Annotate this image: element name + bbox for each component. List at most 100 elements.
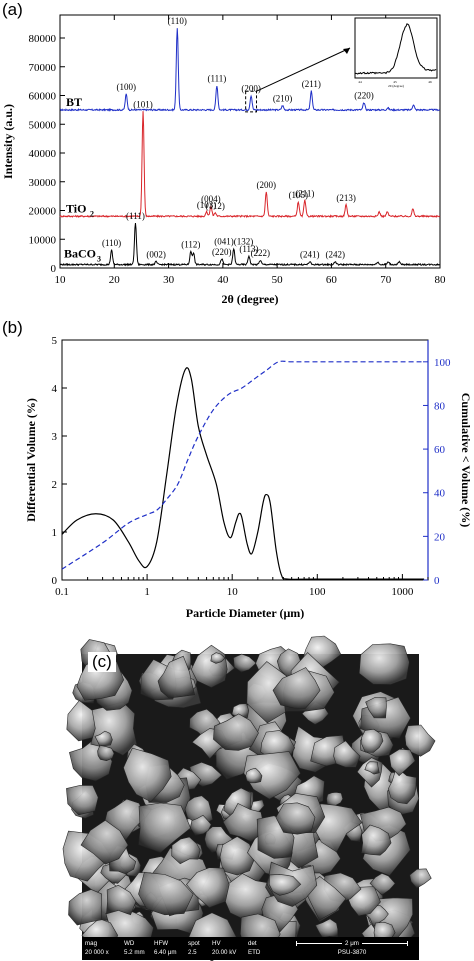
x-tick-label-80: 80 (435, 274, 447, 286)
psd-y2-tick-label-100: 100 (434, 357, 451, 369)
peak-label-TiO2-0: (101) (133, 99, 153, 109)
inset-x-tick-1: 45 (393, 80, 397, 84)
sem-hv-value: 20.00 kV (212, 949, 237, 956)
sem-grain (157, 655, 196, 699)
psd-y-tick-label-0: 0 (52, 575, 58, 587)
peak-label-BaCO3-9: (241) (300, 250, 320, 260)
panel-label-b: (b) (2, 318, 23, 337)
sem-grain (231, 703, 250, 719)
peak-label-BT-5: (211) (302, 79, 321, 89)
peak-label-BT-6: (220) (354, 91, 374, 101)
sem-grain (404, 724, 436, 757)
sem-grain (219, 836, 256, 876)
peak-label-BaCO3-3: (112) (181, 240, 200, 250)
sem-wd-value: 5.2 mm (124, 949, 145, 956)
sem-grain (388, 748, 416, 777)
sem-grain (361, 824, 392, 856)
sem-grain (138, 872, 194, 916)
sem-hv-label: HV (212, 940, 221, 947)
peak-label-TiO2-2: (004) (201, 194, 221, 204)
sem-det-value: ETD (248, 949, 261, 956)
peak-label-BaCO3-6: (041)(132) (214, 237, 253, 247)
sem-grain (186, 867, 230, 908)
psd-plot-area: 0.1 1 10 100 1000 0 1 2 3 4 5 0 20 40 60 80 100 Particle … (24, 335, 473, 620)
sem-grain (268, 874, 302, 896)
sem-grain (97, 744, 115, 762)
peak-label-BaCO3-10: (242) (325, 250, 345, 260)
sem-grain (243, 751, 301, 800)
sem-grain (233, 653, 257, 673)
y-tick-label-10000: 10000 (29, 234, 57, 246)
peak-label-TiO2-1: (103) (197, 200, 217, 210)
peak-label-TiO2-4: (200) (257, 180, 277, 190)
y-tick-label-40000: 40000 (29, 148, 57, 160)
series-label-baco3: BaCO (64, 246, 96, 260)
peak-label-BT-3: (200) (241, 84, 261, 94)
xrd-plot-area: 10 20 30 40 50 60 70 80 0 10000 20000 30000 40000 500… (1, 14, 447, 306)
sem-mag: mag 20 000 x (85, 939, 109, 957)
psd-series-differential (61, 367, 425, 580)
peak-label-BaCO3-2: (002) (146, 250, 166, 260)
psd-x-tick-label-1: 1 (144, 586, 150, 598)
inset-x-label: 2θ (degree) (388, 84, 405, 88)
sem-spot: spot 2.5 (188, 939, 200, 957)
psd-y2-tick-label-40: 40 (434, 488, 446, 500)
psd-x-tick-label-0.1: 0.1 (55, 586, 69, 598)
psd-y2-tick-label-20: 20 (434, 531, 446, 543)
y-tick-label-30000: 30000 (29, 177, 57, 189)
sem-hfw-value: 6.40 μm (154, 949, 177, 956)
sem-grain (106, 884, 137, 916)
xrd-inset: 44 45 46 2θ (degree) (354, 17, 438, 88)
sem-hfw: HFW 6.40 μm (154, 939, 176, 957)
series-label-bt: BT (66, 95, 82, 109)
peak-label-BaCO3-8: (222) (251, 248, 271, 258)
sem-grain (365, 697, 387, 719)
x-tick-label-70: 70 (380, 274, 392, 286)
psd-x-tick-label-10: 10 (227, 586, 239, 598)
xrd-y-axis-label: Intensity (a.u.) (1, 104, 15, 179)
sem-mag-value: 20 000 x (85, 949, 109, 956)
sem-grain (387, 766, 417, 805)
sem-grain (364, 761, 380, 775)
sem-scale-label: 2 μm (342, 940, 362, 947)
x-tick-label-20: 20 (109, 274, 121, 286)
y-tick-label-70000: 70000 (29, 62, 57, 74)
x-tick-label-50: 50 (272, 274, 284, 286)
sem-grain (189, 814, 212, 836)
zoom-arrow (256, 47, 351, 92)
psd-y2-tick-label-60: 60 (434, 444, 446, 456)
psd-x-axis-label: Particle Diameter (μm) (186, 606, 305, 620)
sem-grain (245, 767, 263, 784)
psd-series-cumulative (61, 360, 425, 570)
sem-spot-label: spot (188, 940, 200, 947)
sem-grain (314, 918, 339, 939)
sem-det-label: det (248, 940, 257, 947)
peak-label-BaCO3-7: (113) (239, 244, 258, 254)
y-tick-label-50000: 50000 (29, 119, 57, 131)
peak-label-BaCO3-5: (220) (212, 247, 232, 257)
sem-grain (409, 868, 432, 889)
peak-label-BT-4: (210) (273, 94, 293, 104)
sem-grain (333, 740, 361, 768)
psd-y-tick-label-5: 5 (52, 335, 58, 347)
peak-label-TiO2-7: (213) (336, 193, 356, 203)
xrd-series-TiO2 (59, 111, 441, 219)
series-label-tio2-sub: 2 (90, 209, 94, 218)
panel-label-c: (c) (88, 652, 116, 672)
xrd-x-axis-label: 2θ (degree) (221, 292, 278, 306)
sem-info-bar: mag 20 000 x WD 5.2 mm HFW 6.40 μm spot … (82, 937, 419, 960)
peak-label-BT-2: (111) (207, 73, 226, 83)
psd-frame (61, 339, 429, 581)
sem-wd-label: WD (124, 940, 135, 947)
sem-det: det ETD (248, 939, 260, 957)
sem-hfw-label: HFW (154, 940, 169, 947)
inset-x-tick-2: 46 (428, 80, 432, 84)
sem-grain (94, 730, 113, 746)
psd-y-axis-label: Differential Volume (%) (24, 398, 38, 522)
sem-image (62, 635, 436, 961)
psd-y-tick-label-1: 1 (52, 527, 58, 539)
inset-curve (354, 23, 437, 75)
xrd-series-BT (59, 28, 441, 112)
sem-hv: HV 20.00 kV (212, 939, 236, 957)
psd-x-tick-label-1000: 1000 (391, 586, 414, 598)
